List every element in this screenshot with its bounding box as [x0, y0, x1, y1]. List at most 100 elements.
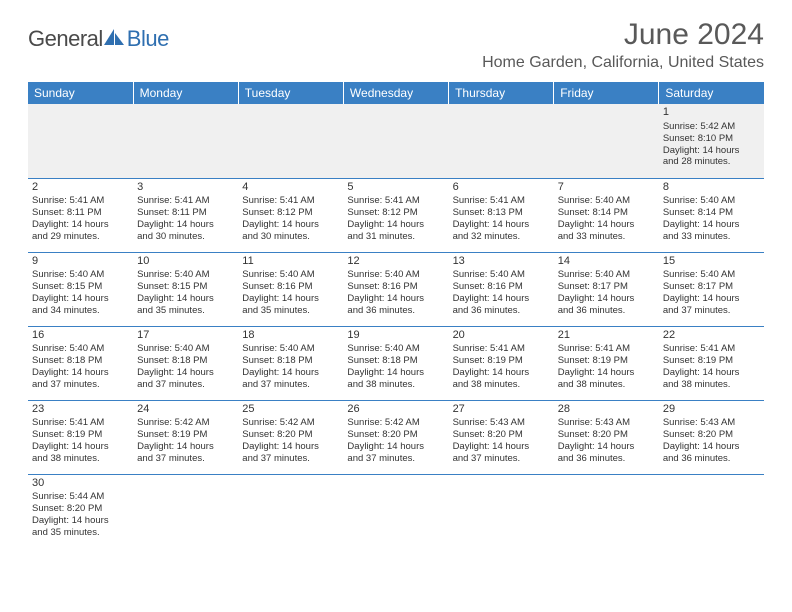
daylight-text: Daylight: 14 hours [558, 441, 655, 453]
day-cell: 27Sunrise: 5:43 AMSunset: 8:20 PMDayligh… [449, 400, 554, 474]
day-number: 27 [453, 403, 550, 417]
sunset-text: Sunset: 8:12 PM [242, 207, 339, 219]
week-row: 9Sunrise: 5:40 AMSunset: 8:15 PMDaylight… [28, 252, 764, 326]
day-header-row: SundayMondayTuesdayWednesdayThursdayFrid… [28, 82, 764, 104]
day-number: 15 [663, 255, 760, 269]
day-header: Wednesday [343, 82, 448, 104]
sunset-text: Sunset: 8:20 PM [347, 429, 444, 441]
day-number: 19 [347, 329, 444, 343]
daylight-text: Daylight: 14 hours [453, 293, 550, 305]
day-cell: 1Sunrise: 5:42 AMSunset: 8:10 PMDaylight… [659, 104, 764, 178]
daylight-text: and 31 minutes. [347, 231, 444, 243]
sunset-text: Sunset: 8:19 PM [137, 429, 234, 441]
daylight-text: Daylight: 14 hours [32, 367, 129, 379]
calendar: SundayMondayTuesdayWednesdayThursdayFrid… [28, 82, 764, 548]
month-title: June 2024 [482, 18, 764, 52]
sunrise-text: Sunrise: 5:42 AM [663, 121, 760, 133]
day-header: Tuesday [238, 82, 343, 104]
daylight-text: and 37 minutes. [32, 379, 129, 391]
day-number: 28 [558, 403, 655, 417]
sunset-text: Sunset: 8:18 PM [347, 355, 444, 367]
daylight-text: and 30 minutes. [137, 231, 234, 243]
day-cell: 2Sunrise: 5:41 AMSunset: 8:11 PMDaylight… [28, 178, 133, 252]
sunset-text: Sunset: 8:18 PM [32, 355, 129, 367]
day-cell: 21Sunrise: 5:41 AMSunset: 8:19 PMDayligh… [554, 326, 659, 400]
daylight-text: and 38 minutes. [32, 453, 129, 465]
daylight-text: and 38 minutes. [663, 379, 760, 391]
daylight-text: and 33 minutes. [663, 231, 760, 243]
day-cell: 9Sunrise: 5:40 AMSunset: 8:15 PMDaylight… [28, 252, 133, 326]
sunrise-text: Sunrise: 5:41 AM [453, 195, 550, 207]
daylight-text: Daylight: 14 hours [242, 441, 339, 453]
sunrise-text: Sunrise: 5:41 AM [453, 343, 550, 355]
sunset-text: Sunset: 8:19 PM [453, 355, 550, 367]
day-number: 23 [32, 403, 129, 417]
sunrise-text: Sunrise: 5:40 AM [663, 269, 760, 281]
sunrise-text: Sunrise: 5:42 AM [242, 417, 339, 429]
day-header: Saturday [659, 82, 764, 104]
daylight-text: Daylight: 14 hours [242, 293, 339, 305]
sunrise-text: Sunrise: 5:41 AM [32, 417, 129, 429]
day-number: 16 [32, 329, 129, 343]
sunrise-text: Sunrise: 5:40 AM [32, 269, 129, 281]
sunrise-text: Sunrise: 5:40 AM [558, 195, 655, 207]
day-number: 20 [453, 329, 550, 343]
daylight-text: and 37 minutes. [242, 379, 339, 391]
sunrise-text: Sunrise: 5:43 AM [663, 417, 760, 429]
week-row: 2Sunrise: 5:41 AMSunset: 8:11 PMDaylight… [28, 178, 764, 252]
daylight-text: and 38 minutes. [558, 379, 655, 391]
daylight-text: Daylight: 14 hours [32, 219, 129, 231]
daylight-text: Daylight: 14 hours [137, 441, 234, 453]
header: General Blue June 2024 Home Garden, Cali… [0, 0, 792, 78]
day-cell: 20Sunrise: 5:41 AMSunset: 8:19 PMDayligh… [449, 326, 554, 400]
week-row: 1Sunrise: 5:42 AMSunset: 8:10 PMDaylight… [28, 104, 764, 178]
day-cell: 28Sunrise: 5:43 AMSunset: 8:20 PMDayligh… [554, 400, 659, 474]
daylight-text: and 37 minutes. [453, 453, 550, 465]
sunrise-text: Sunrise: 5:43 AM [558, 417, 655, 429]
empty-cell [343, 474, 448, 548]
sunset-text: Sunset: 8:20 PM [558, 429, 655, 441]
sunset-text: Sunset: 8:18 PM [137, 355, 234, 367]
empty-cell [238, 104, 343, 178]
daylight-text: and 33 minutes. [558, 231, 655, 243]
day-cell: 4Sunrise: 5:41 AMSunset: 8:12 PMDaylight… [238, 178, 343, 252]
sunset-text: Sunset: 8:20 PM [242, 429, 339, 441]
daylight-text: Daylight: 14 hours [663, 441, 760, 453]
daylight-text: and 29 minutes. [32, 231, 129, 243]
sunset-text: Sunset: 8:19 PM [663, 355, 760, 367]
empty-cell [28, 104, 133, 178]
sunset-text: Sunset: 8:11 PM [137, 207, 234, 219]
sunset-text: Sunset: 8:13 PM [453, 207, 550, 219]
day-number: 17 [137, 329, 234, 343]
day-cell: 24Sunrise: 5:42 AMSunset: 8:19 PMDayligh… [133, 400, 238, 474]
day-number: 7 [558, 181, 655, 195]
daylight-text: Daylight: 14 hours [663, 145, 760, 157]
day-number: 21 [558, 329, 655, 343]
day-cell: 23Sunrise: 5:41 AMSunset: 8:19 PMDayligh… [28, 400, 133, 474]
daylight-text: and 38 minutes. [453, 379, 550, 391]
day-number: 18 [242, 329, 339, 343]
logo: General Blue [28, 26, 169, 52]
empty-cell [133, 104, 238, 178]
daylight-text: and 32 minutes. [453, 231, 550, 243]
sunset-text: Sunset: 8:15 PM [32, 281, 129, 293]
sunrise-text: Sunrise: 5:40 AM [347, 269, 444, 281]
sunrise-text: Sunrise: 5:40 AM [453, 269, 550, 281]
daylight-text: Daylight: 14 hours [137, 293, 234, 305]
location: Home Garden, California, United States [482, 54, 764, 72]
day-number: 4 [242, 181, 339, 195]
day-cell: 6Sunrise: 5:41 AMSunset: 8:13 PMDaylight… [449, 178, 554, 252]
daylight-text: and 30 minutes. [242, 231, 339, 243]
sail-icon [103, 28, 125, 46]
sunrise-text: Sunrise: 5:41 AM [137, 195, 234, 207]
day-cell: 8Sunrise: 5:40 AMSunset: 8:14 PMDaylight… [659, 178, 764, 252]
sunset-text: Sunset: 8:11 PM [32, 207, 129, 219]
week-row: 23Sunrise: 5:41 AMSunset: 8:19 PMDayligh… [28, 400, 764, 474]
sunset-text: Sunset: 8:20 PM [32, 503, 129, 515]
daylight-text: and 35 minutes. [32, 527, 129, 539]
day-number: 24 [137, 403, 234, 417]
daylight-text: Daylight: 14 hours [32, 515, 129, 527]
sunset-text: Sunset: 8:12 PM [347, 207, 444, 219]
daylight-text: Daylight: 14 hours [137, 367, 234, 379]
day-header: Friday [554, 82, 659, 104]
